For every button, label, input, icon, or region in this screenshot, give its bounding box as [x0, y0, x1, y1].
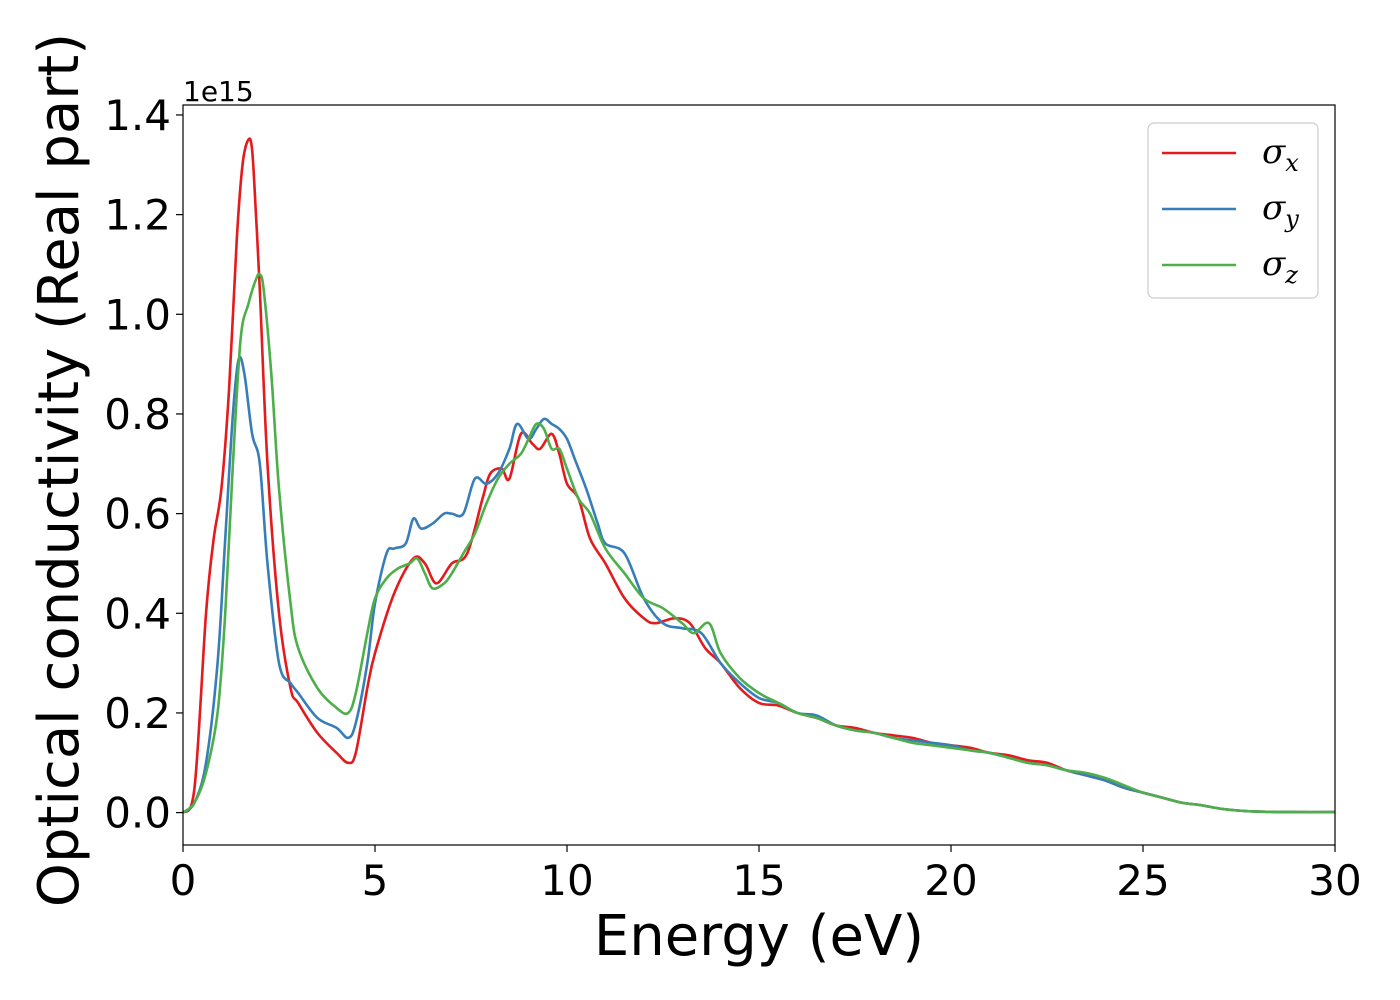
legend-box — [1147, 122, 1319, 299]
y-tick-label: 0.0 — [104, 789, 171, 838]
legend-label-x: σx — [1262, 132, 1299, 177]
y-tick-label: 1.2 — [104, 191, 171, 240]
y-tick-label: 0.8 — [104, 390, 171, 439]
x-tick-label: 30 — [1308, 856, 1361, 905]
y-axis: 0.0 0.2 0.4 0.6 0.8 1.0 1.2 1.4 — [104, 91, 183, 838]
y-tick-label: 1.0 — [104, 290, 171, 339]
legend-label-y: σy — [1262, 188, 1299, 233]
series-line-z — [182, 272, 1336, 814]
series-layer — [181, 137, 1336, 814]
legend: σx σy σz — [1147, 122, 1319, 299]
y-tick-label: 1.4 — [104, 91, 171, 140]
x-axis: 0 5 10 15 20 25 30 — [170, 845, 1362, 905]
series-line-y — [182, 355, 1336, 814]
y-tick-label: 0.6 — [104, 490, 171, 539]
x-tick-label: 0 — [170, 856, 197, 905]
y-axis-label: Optical conductivity (Real part) — [27, 33, 92, 907]
x-tick-label: 25 — [1116, 856, 1169, 905]
x-tick-label: 15 — [732, 856, 785, 905]
x-tick-label: 10 — [540, 856, 593, 905]
x-tick-label: 5 — [362, 856, 389, 905]
y-offset-label: 1e15 — [183, 75, 254, 108]
series-line-x — [181, 137, 1336, 814]
x-tick-label: 20 — [924, 856, 977, 905]
y-tick-label: 0.4 — [104, 589, 171, 638]
y-tick-label: 0.2 — [104, 689, 171, 738]
legend-label-z: σz — [1262, 244, 1298, 289]
x-axis-label: Energy (eV) — [594, 904, 924, 969]
